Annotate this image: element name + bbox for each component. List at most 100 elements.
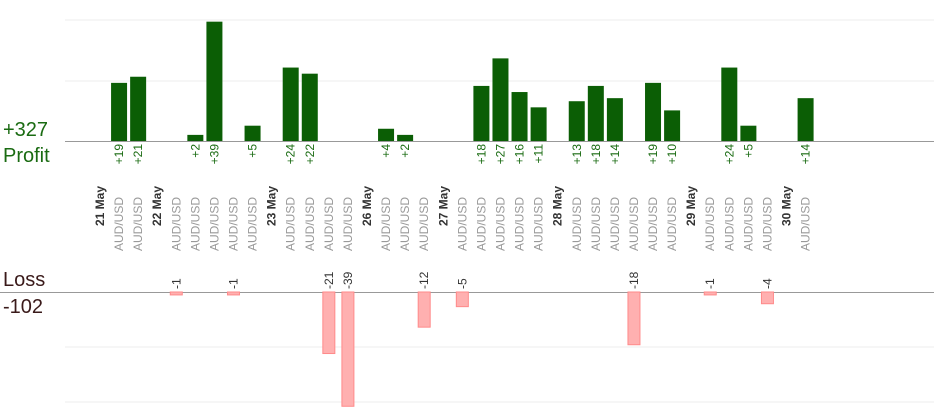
profit-value-label: +2: [398, 144, 412, 158]
date-label: 23 May: [265, 186, 279, 226]
profit-bar: [492, 58, 509, 141]
loss-value-label: -1: [226, 278, 240, 289]
profit-value-label: +18: [589, 144, 603, 165]
profit-bar: [511, 92, 528, 141]
profit-bar: [473, 85, 490, 141]
profit-bar: [587, 85, 604, 141]
pair-label: AUD/USD: [493, 197, 507, 251]
loss-caption: Loss: [3, 269, 46, 291]
pair-label: AUD/USD: [799, 197, 813, 251]
pair-label: AUD/USD: [303, 197, 317, 251]
profit-bar: [130, 76, 147, 141]
profit-bar: [606, 98, 623, 141]
profit-value-label: +14: [608, 144, 622, 165]
profit-value-label: +39: [207, 144, 221, 165]
pair-label: AUD/USD: [112, 197, 126, 251]
loss-bar: [417, 291, 431, 328]
profit-value-label: +5: [246, 144, 260, 158]
profit-value-label: +21: [131, 144, 145, 165]
pair-label: AUD/USD: [341, 197, 355, 251]
pair-label: AUD/USD: [532, 197, 546, 251]
profit-bar: [664, 110, 681, 141]
loss-total: -102: [3, 296, 44, 318]
profit-bar: [206, 21, 223, 141]
loss-value-label: -18: [627, 271, 641, 289]
pair-label: AUD/USD: [417, 197, 431, 251]
pair-label: AUD/USD: [513, 197, 527, 251]
profit-bar: [797, 98, 814, 141]
profit-bar: [397, 134, 414, 141]
pair-label: AUD/USD: [131, 197, 145, 251]
loss-value-label: -12: [417, 271, 431, 289]
loss-bar: [627, 291, 641, 346]
pair-label: AUD/USD: [589, 197, 603, 251]
pair-label: AUD/USD: [207, 197, 221, 251]
pair-label: AUD/USD: [608, 197, 622, 251]
date-label: 30 May: [780, 186, 794, 226]
pair-label: AUD/USD: [703, 197, 717, 251]
profit-bar: [530, 107, 547, 141]
date-label: 22 May: [150, 186, 164, 226]
loss-value-label: -1: [703, 278, 717, 289]
profit-total: +327: [3, 119, 49, 141]
profit-bar: [111, 82, 128, 141]
pair-label: AUD/USD: [646, 197, 660, 251]
profit-caption: Profit: [3, 145, 50, 167]
profit-value-label: +14: [799, 144, 813, 165]
profit-value-label: +10: [665, 144, 679, 165]
profit-value-label: +5: [741, 144, 755, 158]
profit-bar: [244, 125, 261, 141]
profit-bar: [187, 134, 204, 141]
pair-label: AUD/USD: [570, 197, 584, 251]
date-label: 29 May: [684, 186, 698, 226]
profit-value-label: +19: [646, 144, 660, 165]
pair-label: AUD/USD: [627, 197, 641, 251]
loss-bar: [455, 291, 469, 308]
profit-value-label: +4: [379, 144, 393, 158]
profit-value-label: +22: [303, 144, 317, 165]
profit-bar: [301, 73, 318, 141]
profit-value-label: +24: [284, 144, 298, 165]
pair-label: AUD/USD: [188, 197, 202, 251]
date-label: 26 May: [360, 186, 374, 226]
pair-label: AUD/USD: [322, 197, 336, 251]
date-label: 28 May: [551, 186, 565, 226]
loss-bar: [703, 291, 717, 296]
loss-bar: [226, 291, 240, 296]
loss-bar: [322, 291, 336, 355]
loss-bar: [169, 291, 183, 296]
profit-value-label: +16: [513, 144, 527, 165]
profit-bar: [740, 125, 757, 141]
date-label: 21 May: [93, 186, 107, 226]
profit-bar: [721, 67, 738, 141]
pair-label: AUD/USD: [284, 197, 298, 251]
date-label: 27 May: [436, 186, 450, 226]
profit-bar: [568, 101, 585, 141]
pair-label: AUD/USD: [741, 197, 755, 251]
profit-bar: [645, 82, 662, 141]
pair-label: AUD/USD: [722, 197, 736, 251]
loss-value-label: -21: [322, 271, 336, 289]
loss-bar: [341, 291, 355, 407]
profit-value-label: +11: [532, 144, 546, 164]
loss-value-label: -4: [760, 278, 774, 289]
profit-value-label: +18: [474, 144, 488, 165]
loss-bar: [760, 291, 774, 305]
loss-value-label: -39: [341, 271, 355, 289]
loss-value-label: -1: [169, 278, 183, 289]
profit-bar: [378, 128, 395, 141]
profit-value-label: +2: [188, 144, 202, 158]
pair-label: AUD/USD: [455, 197, 469, 251]
pair-label: AUD/USD: [379, 197, 393, 251]
pair-label: AUD/USD: [665, 197, 679, 251]
pair-label: AUD/USD: [246, 197, 260, 251]
loss-value-label: -5: [455, 278, 469, 289]
pair-label: AUD/USD: [169, 197, 183, 251]
pair-label: AUD/USD: [760, 197, 774, 251]
profit-bar: [282, 67, 299, 141]
profit-value-label: +24: [722, 144, 736, 165]
profit-value-label: +19: [112, 144, 126, 165]
pair-label: AUD/USD: [398, 197, 412, 251]
